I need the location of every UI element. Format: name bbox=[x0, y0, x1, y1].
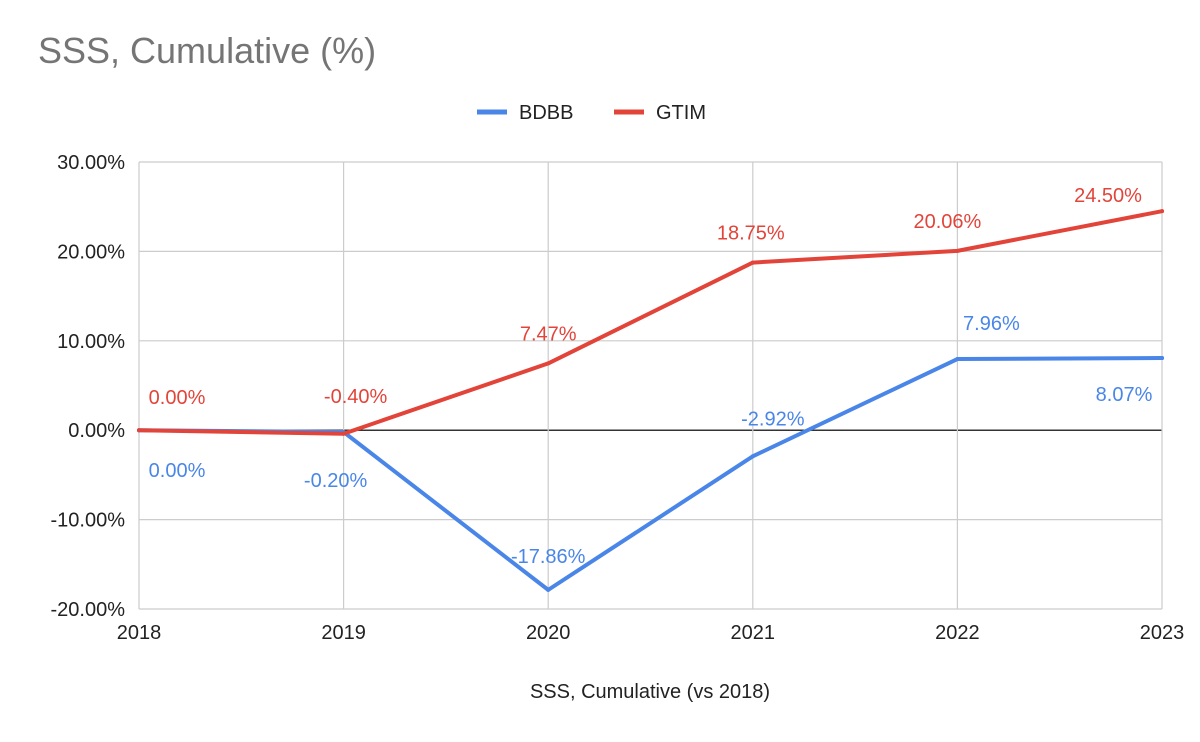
data-label-gtim: 0.00% bbox=[149, 387, 206, 409]
data-label-gtim: 24.50% bbox=[1074, 185, 1142, 207]
legend: BDBB GTIM bbox=[477, 102, 706, 124]
x-axis-title: SSS, Cumulative (vs 2018) bbox=[530, 681, 770, 703]
data-label-bdbb: 0.00% bbox=[149, 460, 206, 482]
data-point-gtim bbox=[1160, 209, 1164, 214]
data-label-bdbb: -2.92% bbox=[741, 408, 805, 430]
data-label-bdbb: 8.07% bbox=[1096, 384, 1153, 406]
x-axis-ticks: 2018 2019 2020 2021 2022 2023 bbox=[117, 622, 1185, 644]
x-tick-label: 2019 bbox=[321, 622, 366, 644]
x-tick-label: 2020 bbox=[526, 622, 571, 644]
y-tick-label: 20.00% bbox=[57, 241, 125, 263]
data-labels: 0.00% -0.20% -17.86% -2.92% 7.96% 8.07% 0.00% -… bbox=[149, 185, 1153, 568]
data-point-gtim bbox=[137, 428, 141, 433]
data-label-gtim: 18.75% bbox=[717, 223, 785, 245]
y-tick-label: -10.00% bbox=[51, 510, 126, 532]
y-tick-label: 10.00% bbox=[57, 331, 125, 353]
y-axis-ticks: 30.00% 20.00% 10.00% 0.00% -10.00% -20.00% bbox=[51, 152, 126, 621]
data-point-gtim bbox=[341, 431, 346, 436]
x-tick-label: 2021 bbox=[731, 622, 776, 644]
y-tick-label: 0.00% bbox=[68, 420, 125, 442]
data-point-gtim bbox=[546, 361, 551, 366]
legend-label-gtim: GTIM bbox=[656, 102, 706, 124]
chart-title: SSS, Cumulative (%) bbox=[38, 30, 377, 71]
grid bbox=[138, 161, 1163, 610]
data-label-bdbb: -0.20% bbox=[304, 470, 368, 492]
x-tick-label: 2018 bbox=[117, 622, 162, 644]
data-label-gtim: -0.40% bbox=[324, 386, 388, 408]
data-point-bdbb bbox=[955, 357, 960, 362]
data-label-bdbb: -17.86% bbox=[511, 546, 586, 568]
x-tick-label: 2023 bbox=[1140, 622, 1185, 644]
y-tick-label: -20.00% bbox=[51, 599, 126, 621]
x-tick-label: 2022 bbox=[935, 622, 980, 644]
data-point-bdbb bbox=[1160, 356, 1164, 361]
data-label-bdbb: 7.96% bbox=[963, 313, 1020, 335]
data-point-gtim bbox=[955, 248, 960, 253]
data-point-gtim bbox=[750, 260, 755, 265]
legend-label-bdbb: BDBB bbox=[519, 102, 573, 124]
data-point-bdbb bbox=[546, 587, 551, 592]
series-lines bbox=[137, 209, 1164, 592]
data-point-bdbb bbox=[750, 454, 755, 459]
y-tick-label: 30.00% bbox=[57, 152, 125, 174]
series-line-gtim bbox=[137, 209, 1164, 436]
data-label-gtim: 20.06% bbox=[913, 211, 981, 233]
data-label-gtim: 7.47% bbox=[520, 323, 577, 345]
series-line-bdbb bbox=[137, 356, 1164, 592]
